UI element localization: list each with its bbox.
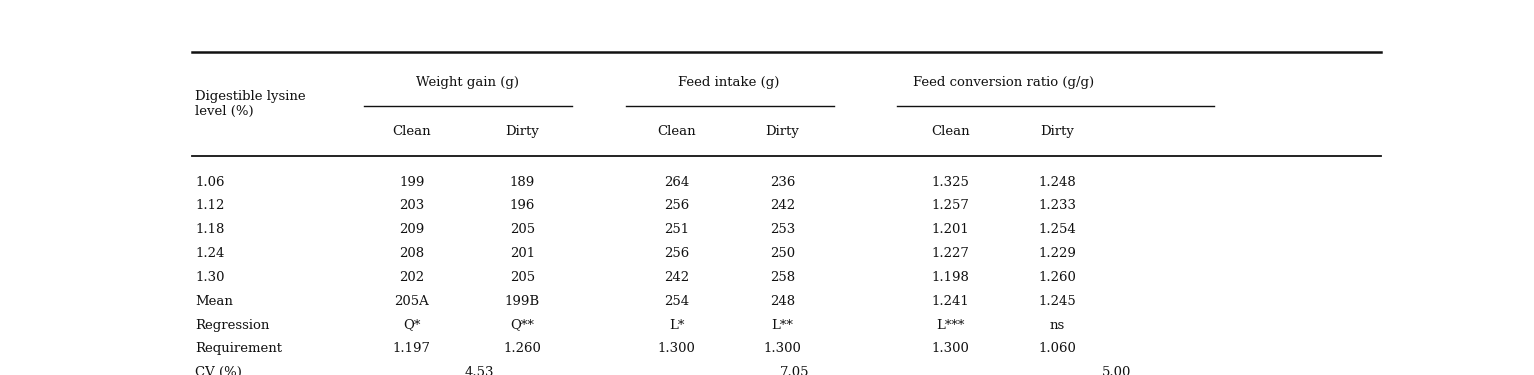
Text: ns: ns: [1049, 319, 1065, 332]
Text: 205: 205: [509, 223, 535, 236]
Text: 1.260: 1.260: [1039, 271, 1077, 284]
Text: 1.248: 1.248: [1039, 176, 1077, 189]
Text: Q*: Q*: [403, 319, 420, 332]
Text: 5.00: 5.00: [1101, 366, 1132, 375]
Text: Regression: Regression: [195, 319, 270, 332]
Text: 1.300: 1.300: [764, 342, 802, 355]
Text: 1.241: 1.241: [931, 295, 969, 308]
Text: L***: L***: [936, 319, 965, 332]
Text: 1.06: 1.06: [195, 176, 225, 189]
Text: Dirty: Dirty: [765, 125, 799, 138]
Text: 1.227: 1.227: [931, 247, 969, 260]
Text: 250: 250: [770, 247, 795, 260]
Text: Dirty: Dirty: [1040, 125, 1074, 138]
Text: 251: 251: [664, 223, 689, 236]
Text: Mean: Mean: [195, 295, 233, 308]
Text: Clean: Clean: [931, 125, 969, 138]
Text: 1.30: 1.30: [195, 271, 225, 284]
Text: Clean: Clean: [658, 125, 696, 138]
Text: Dirty: Dirty: [505, 125, 538, 138]
Text: 253: 253: [770, 223, 795, 236]
Text: Requirement: Requirement: [195, 342, 282, 355]
Text: 205: 205: [509, 271, 535, 284]
Text: 1.18: 1.18: [195, 223, 224, 236]
Text: 7.05: 7.05: [779, 366, 810, 375]
Text: 1.325: 1.325: [931, 176, 969, 189]
Text: 1.198: 1.198: [931, 271, 969, 284]
Text: 196: 196: [509, 200, 535, 213]
Text: 242: 242: [770, 200, 795, 213]
Text: 1.197: 1.197: [393, 342, 431, 355]
Text: L*: L*: [669, 319, 684, 332]
Text: 1.201: 1.201: [931, 223, 969, 236]
Text: 1.260: 1.260: [503, 342, 542, 355]
Text: Digestible lysine
level (%): Digestible lysine level (%): [195, 90, 305, 118]
Text: 1.257: 1.257: [931, 200, 969, 213]
Text: 1.12: 1.12: [195, 200, 224, 213]
Text: 1.300: 1.300: [658, 342, 696, 355]
Text: 1.233: 1.233: [1039, 200, 1077, 213]
Text: 201: 201: [509, 247, 535, 260]
Text: Q**: Q**: [511, 319, 534, 332]
Text: 208: 208: [399, 247, 425, 260]
Text: 1.24: 1.24: [195, 247, 224, 260]
Text: 258: 258: [770, 271, 795, 284]
Text: 202: 202: [399, 271, 425, 284]
Text: 203: 203: [399, 200, 425, 213]
Text: Feed conversion ratio (g/g): Feed conversion ratio (g/g): [913, 76, 1094, 89]
Text: 1.254: 1.254: [1039, 223, 1077, 236]
Text: 248: 248: [770, 295, 795, 308]
Text: CV (%): CV (%): [195, 366, 242, 375]
Text: 199: 199: [399, 176, 425, 189]
Text: 256: 256: [664, 247, 689, 260]
Text: 242: 242: [664, 271, 689, 284]
Text: 189: 189: [509, 176, 535, 189]
Text: 236: 236: [770, 176, 795, 189]
Text: 264: 264: [664, 176, 689, 189]
Text: L**: L**: [772, 319, 793, 332]
Text: 1.300: 1.300: [931, 342, 969, 355]
Text: Weight gain (g): Weight gain (g): [416, 76, 518, 89]
Text: 1.229: 1.229: [1039, 247, 1077, 260]
Text: Clean: Clean: [393, 125, 431, 138]
Text: Feed intake (g): Feed intake (g): [678, 76, 779, 89]
Text: 205A: 205A: [394, 295, 430, 308]
Text: 4.53: 4.53: [465, 366, 494, 375]
Text: 256: 256: [664, 200, 689, 213]
Text: 209: 209: [399, 223, 425, 236]
Text: 1.060: 1.060: [1039, 342, 1077, 355]
Text: 1.245: 1.245: [1039, 295, 1077, 308]
Text: 199B: 199B: [505, 295, 540, 308]
Text: 254: 254: [664, 295, 689, 308]
